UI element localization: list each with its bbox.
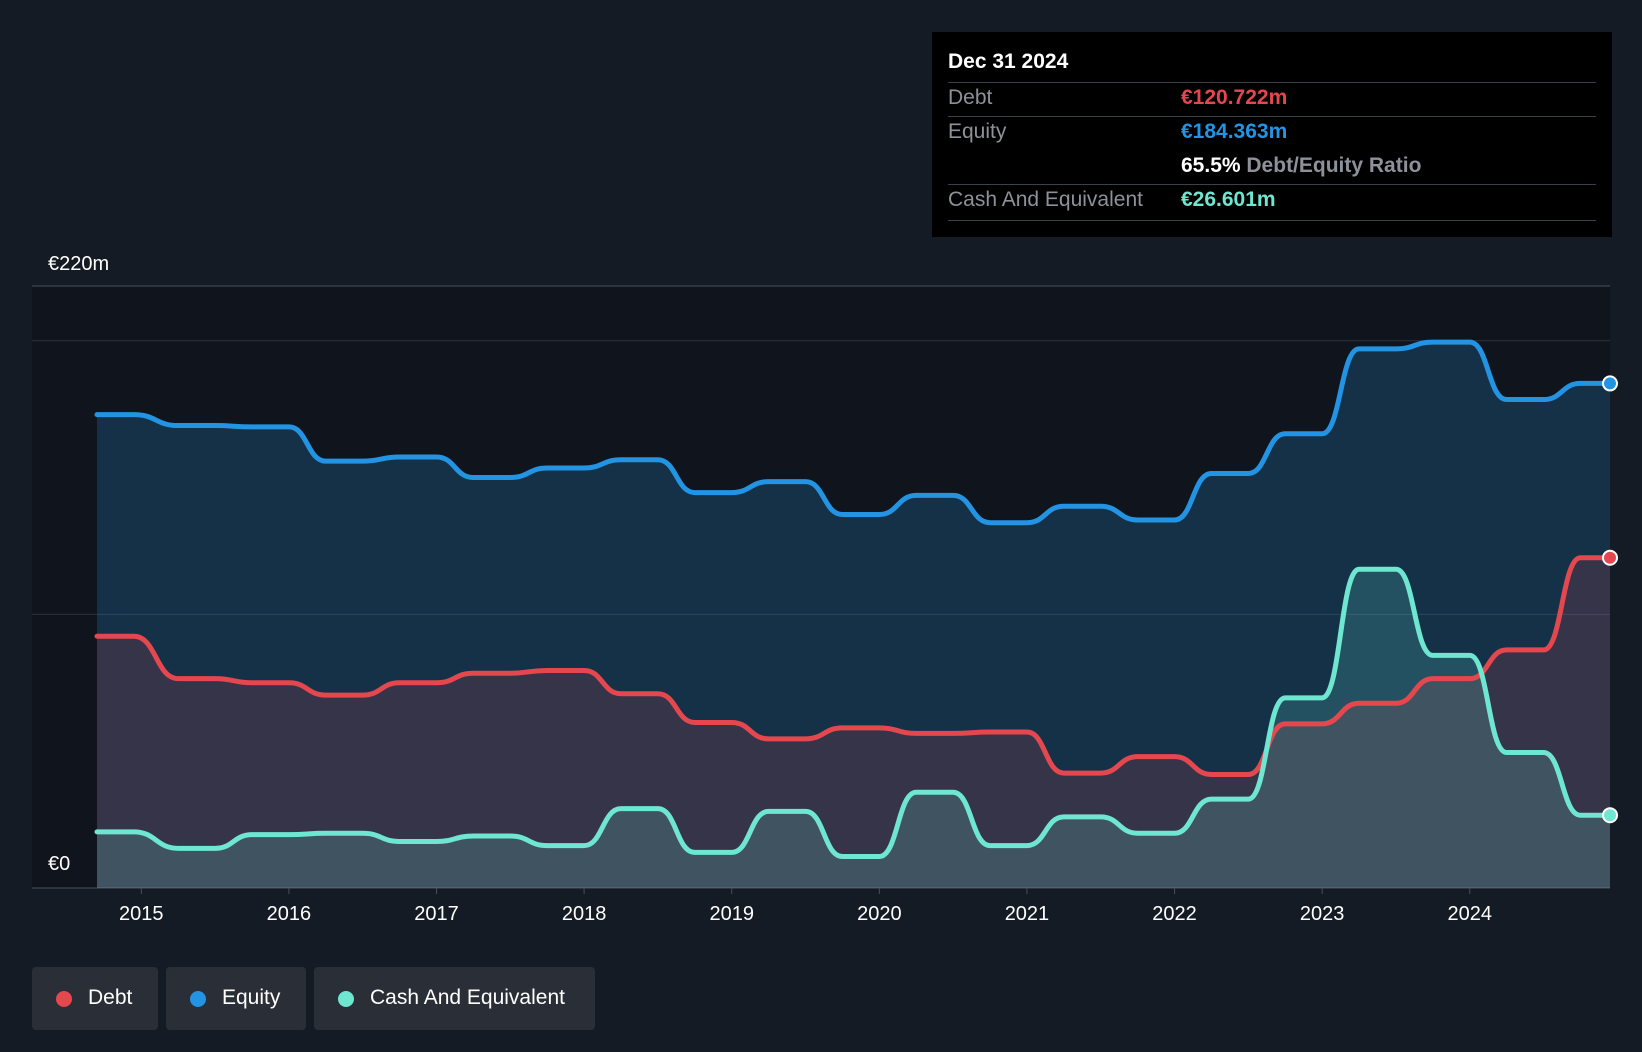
x-tick-label: 2022	[1152, 903, 1197, 925]
legend-item-cash[interactable]: Cash And Equivalent	[314, 967, 595, 1030]
x-tick-label: 2018	[562, 903, 607, 925]
cash-endpoint-marker	[1602, 807, 1618, 824]
legend-label-cash: Cash And Equivalent	[370, 986, 565, 1009]
tooltip-divider	[948, 82, 1596, 83]
x-tick-label: 2016	[267, 903, 312, 925]
legend-label-equity: Equity	[222, 986, 281, 1009]
x-tick-label: 2015	[119, 903, 164, 925]
legend-label-debt: Debt	[88, 986, 133, 1009]
tooltip-equity-value: €184.363m	[1181, 120, 1288, 143]
cash-line	[94, 566, 1613, 860]
tooltip-debt-label: Debt	[948, 86, 993, 109]
tooltip-date: Dec 31 2024	[948, 50, 1069, 73]
equity-endpoint-marker	[1602, 375, 1618, 392]
tooltip-cash-value: €26.601m	[1181, 188, 1276, 211]
x-tick-label: 2023	[1300, 903, 1345, 925]
x-tick-label: 2020	[857, 903, 902, 925]
y-axis-top-label: €220m	[48, 253, 109, 275]
equity-line	[94, 339, 1613, 526]
x-tick-label: 2017	[414, 903, 459, 925]
tooltip-cash-label: Cash And Equivalent	[948, 188, 1143, 211]
tooltip-divider	[948, 220, 1596, 221]
tooltip-divider	[948, 184, 1596, 185]
legend-item-equity[interactable]: Equity	[166, 967, 306, 1030]
equity-dot-icon	[190, 991, 206, 1007]
tooltip-panel: Dec 31 2024 Debt €120.722m Equity €184.3…	[932, 32, 1612, 237]
x-tick-label: 2024	[1448, 903, 1493, 925]
y-axis-bottom-label: €0	[48, 853, 70, 875]
cash-area	[97, 569, 1610, 888]
x-tick-label: 2019	[709, 903, 754, 925]
tooltip-debt-value: €120.722m	[1181, 86, 1288, 109]
legend-item-debt[interactable]: Debt	[32, 967, 158, 1030]
tooltip-ratio-label: Debt/Equity Ratio	[1246, 154, 1422, 177]
tooltip-ratio: 65.5% Debt/Equity Ratio	[1181, 154, 1421, 178]
tooltip-equity-label: Equity	[948, 120, 1007, 143]
debt-line	[94, 555, 1613, 777]
tooltip-ratio-value: 65.5%	[1181, 154, 1241, 177]
debt-endpoint-marker	[1602, 549, 1618, 566]
tooltip-divider	[948, 116, 1596, 117]
cash-dot-icon	[338, 991, 354, 1007]
x-tick-label: 2021	[1005, 903, 1050, 925]
debt-area	[97, 557, 1610, 888]
debt-dot-icon	[56, 991, 72, 1007]
